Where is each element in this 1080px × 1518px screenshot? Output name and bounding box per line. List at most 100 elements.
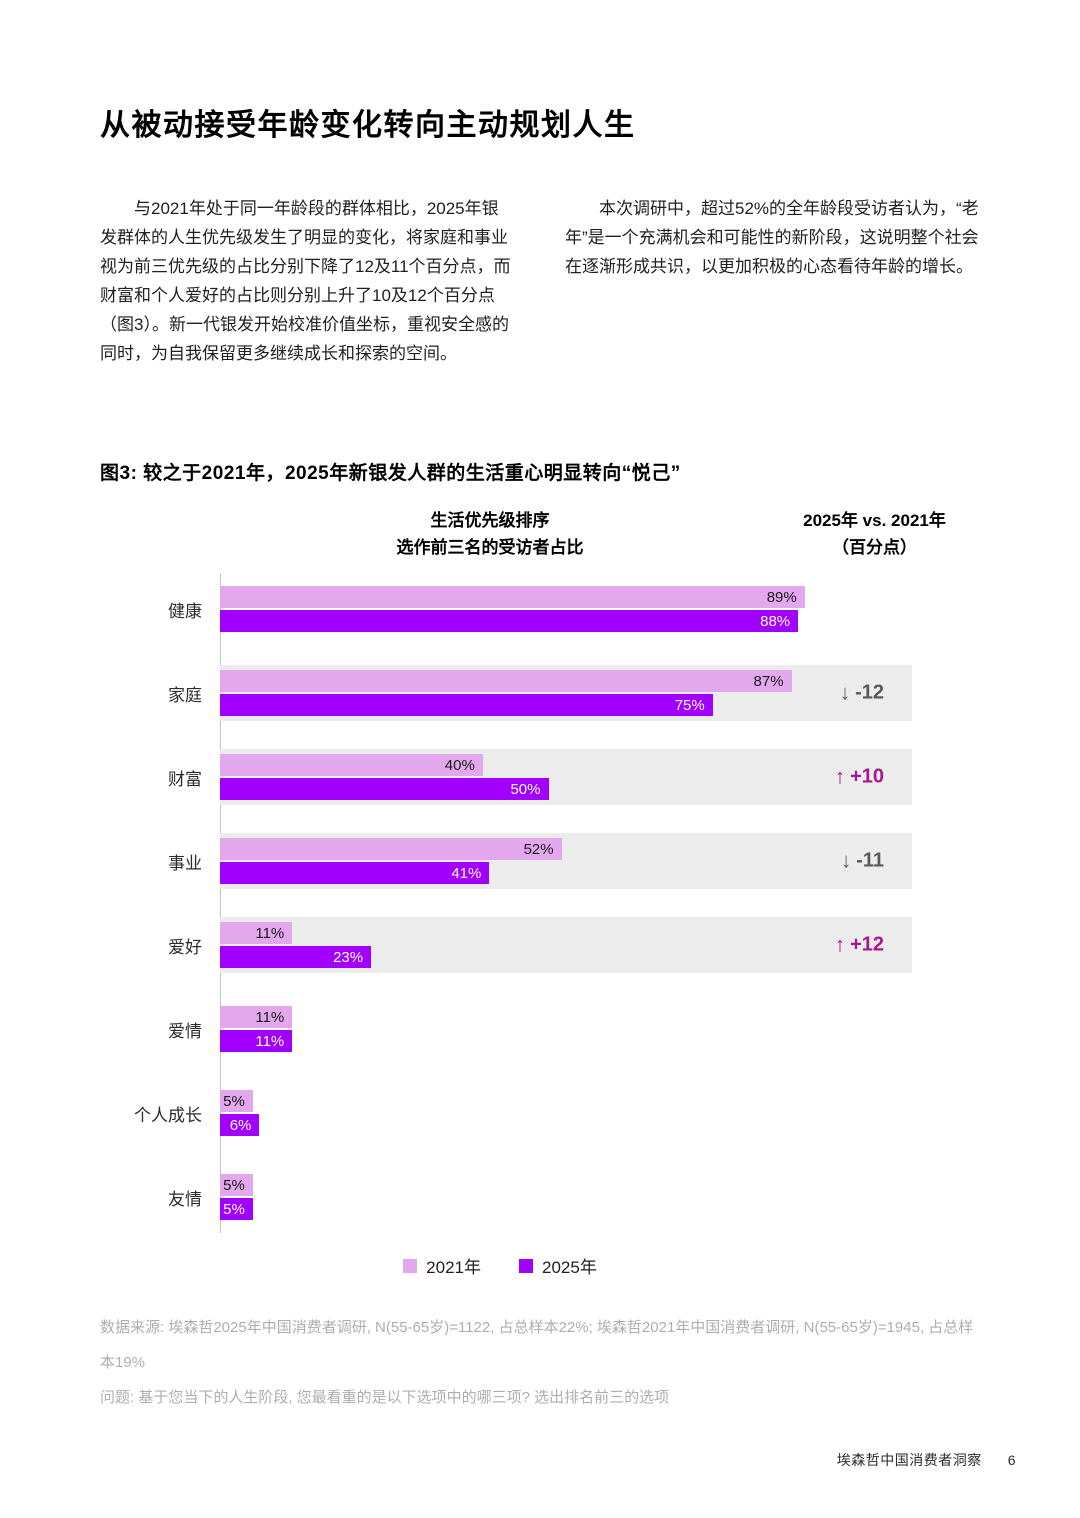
category-label: 财富	[168, 769, 202, 789]
bar-line-2025年: 75%	[220, 694, 912, 716]
bar-value-label: 88%	[760, 612, 791, 630]
row-plot-area: 87% 75% ↓ -12	[220, 665, 912, 721]
row-plot-area: 11% 23% ↑ +12	[220, 917, 912, 973]
chart-headers: 生活优先级排序 选作前三名的受访者占比 2025年 vs. 2021年 （百分点…	[100, 503, 980, 567]
bar-value-label: 52%	[523, 840, 554, 858]
row-plot-area: 5% 6%	[220, 1090, 912, 1136]
bar-line-2021年: 40%	[220, 754, 912, 776]
bar-value-label: 11%	[255, 924, 285, 942]
bar-line-2021年: 11%	[220, 1006, 912, 1028]
row-plot-area: 5% 5%	[220, 1174, 912, 1220]
bar-value-label: 50%	[510, 780, 541, 798]
bar-2021年: 89%	[220, 586, 805, 608]
bar-line-2025年: 50%	[220, 778, 912, 800]
bar-line-2025年: 88%	[220, 610, 912, 632]
change-value: -11	[856, 849, 884, 872]
legend-label-2021: 2021年	[426, 1258, 481, 1277]
bar-2021年: 5%	[220, 1090, 253, 1112]
chart-row: 友情 5% 5%	[100, 1155, 980, 1239]
change-indicator: ↓ -12	[840, 682, 884, 705]
arrow-down-icon: ↓	[839, 681, 851, 705]
bar-value-label: 89%	[766, 588, 797, 606]
page-footer: 埃森哲中国消费者洞察 6	[837, 1450, 1016, 1470]
bar-value-label: 5%	[223, 1176, 245, 1194]
bar-value-label: 87%	[753, 672, 784, 690]
bar-2021年: 40%	[220, 754, 483, 776]
chart-row: 财富 40% 50% ↑ +10	[100, 735, 980, 819]
legend-item-2025: 2025年	[519, 1253, 597, 1278]
bar-value-label: 41%	[451, 864, 482, 882]
body-columns: 与2021年处于同一年龄段的群体相比，2025年银发群体的人生优先级发生了明显的…	[100, 194, 980, 368]
chart-header-right-line1: 2025年 vs. 2021年	[803, 511, 946, 530]
axis-line	[220, 573, 221, 1233]
bar-value-label: 6%	[229, 1116, 252, 1134]
row-plot-area: 89% 88%	[220, 586, 912, 632]
bar-value-label: 40%	[444, 756, 475, 774]
bar-2021年: 52%	[220, 838, 562, 860]
question-note: 问题: 基于您当下的人生阶段, 您最看重的是以下选项中的哪三项? 选出排名前三的…	[100, 1389, 670, 1406]
change-indicator: ↓ -11	[841, 850, 884, 873]
change-value: +12	[850, 933, 884, 956]
row-plot-area: 52% 41% ↓ -11	[220, 833, 912, 889]
legend-swatch-2025	[519, 1258, 533, 1273]
bar-line-2025年: 6%	[220, 1114, 912, 1136]
chart-body: 健康 89% 88% 家庭 87% 75% ↓ -12 财富 40% 50% ↑ +10 事业 52% 41%…	[100, 567, 980, 1239]
bar-value-label: 5%	[223, 1092, 245, 1110]
body-paragraph-left: 与2021年处于同一年龄段的群体相比，2025年银发群体的人生优先级发生了明显的…	[100, 199, 511, 363]
bar-2021年: 5%	[220, 1174, 253, 1196]
footer-page-number: 6	[1007, 1452, 1016, 1468]
bar-2025年: 41%	[220, 862, 490, 884]
bar-line-2021年: 89%	[220, 586, 912, 608]
bar-2021年: 11%	[220, 922, 293, 944]
category-label: 个人成长	[134, 1105, 202, 1125]
legend-swatch-2021	[403, 1258, 418, 1273]
bar-line-2025年: 5%	[220, 1198, 912, 1220]
bar-line-2021年: 87%	[220, 670, 912, 692]
bar-line-2025年: 11%	[220, 1030, 912, 1052]
bar-line-2021年: 11%	[220, 922, 912, 944]
chart-row: 爱好 11% 23% ↑ +12	[100, 903, 980, 987]
legend-label-2025: 2025年	[542, 1258, 597, 1277]
category-label: 友情	[168, 1189, 202, 1209]
figure-caption: 图3: 较之于2021年，2025年新银发人群的生活重心明显转向“悦己”	[100, 463, 681, 484]
bar-line-2021年: 5%	[220, 1174, 912, 1196]
chart-column-header-right: 2025年 vs. 2021年 （百分点）	[757, 507, 992, 561]
footer-brand: 埃森哲中国消费者洞察	[836, 1452, 982, 1468]
priority-bar-chart: 生活优先级排序 选作前三名的受访者占比 2025年 vs. 2021年 （百分点…	[100, 503, 980, 1278]
bar-2025年: 75%	[220, 694, 713, 716]
chart-legend: 2021年 2025年	[220, 1253, 780, 1278]
change-indicator: ↑ +10	[835, 766, 884, 789]
change-value: +10	[850, 765, 884, 788]
legend-item-2021: 2021年	[403, 1253, 481, 1278]
arrow-down-icon: ↓	[840, 849, 852, 873]
source-note: 数据来源: 埃森哲2025年中国消费者调研, N(55-65岁)=1122, 占…	[100, 1319, 974, 1371]
category-label: 事业	[168, 853, 202, 873]
footnotes: 数据来源: 埃森哲2025年中国消费者调研, N(55-65岁)=1122, 占…	[100, 1310, 980, 1415]
bar-2025年: 11%	[220, 1030, 293, 1052]
chart-row: 健康 89% 88%	[100, 567, 980, 651]
bar-value-label: 5%	[223, 1200, 245, 1218]
bar-2025年: 23%	[220, 946, 372, 968]
bar-line-2025年: 23%	[220, 946, 912, 968]
chart-header-right-line2: （百分点）	[832, 538, 917, 557]
category-label: 家庭	[168, 685, 202, 705]
chart-row: 爱情 11% 11%	[100, 987, 980, 1071]
bar-2025年: 50%	[220, 778, 549, 800]
bar-value-label: 11%	[255, 1032, 285, 1050]
change-indicator: ↑ +12	[835, 934, 884, 957]
bar-value-label: 75%	[674, 696, 705, 714]
bar-2021年: 11%	[220, 1006, 293, 1028]
chart-row: 事业 52% 41% ↓ -11	[100, 819, 980, 903]
row-plot-area: 11% 11%	[220, 1006, 912, 1052]
chart-row: 个人成长 5% 6%	[100, 1071, 980, 1155]
arrow-up-icon: ↑	[834, 765, 846, 789]
bar-2025年: 5%	[220, 1198, 253, 1220]
category-label: 健康	[168, 601, 202, 621]
chart-header-left-line1: 生活优先级排序	[430, 511, 550, 530]
bar-line-2025年: 41%	[220, 862, 912, 884]
chart-row: 家庭 87% 75% ↓ -12	[100, 651, 980, 735]
category-label: 爱情	[168, 1021, 202, 1041]
chart-header-left-line2: 选作前三名的受访者占比	[396, 538, 584, 557]
chart-rows: 健康 89% 88% 家庭 87% 75% ↓ -12 财富 40% 50% ↑ +10 事业 52% 41%…	[100, 567, 980, 1239]
